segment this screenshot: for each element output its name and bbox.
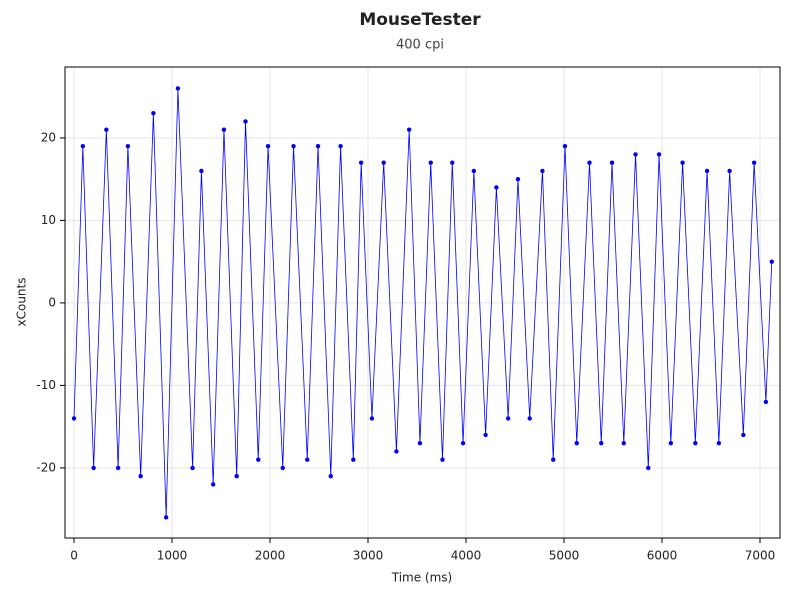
data-point <box>406 127 412 132</box>
data-point <box>280 465 285 471</box>
data-point <box>234 473 239 479</box>
x-tick-label: 0 <box>70 549 78 563</box>
y-tick-label: -10 <box>36 378 56 392</box>
data-point <box>265 143 271 149</box>
data-point <box>104 127 109 132</box>
data-point <box>727 168 732 174</box>
data-point <box>505 416 511 421</box>
data-point <box>656 152 662 157</box>
data-point <box>291 143 296 149</box>
x-tick-label: 1000 <box>157 549 188 563</box>
data-point <box>175 86 181 91</box>
data-point <box>609 160 615 165</box>
data-point <box>527 416 532 421</box>
data-point <box>704 168 710 174</box>
data-point <box>540 168 545 174</box>
data-point <box>551 457 556 462</box>
x-tick-label: 5000 <box>549 549 580 563</box>
data-point <box>680 160 685 165</box>
data-point <box>668 440 674 446</box>
data-point <box>338 143 343 149</box>
x-tick-label: 7000 <box>745 549 776 563</box>
data-point <box>621 440 626 446</box>
data-point <box>450 160 455 165</box>
data-point <box>91 465 96 471</box>
data-point <box>428 160 433 165</box>
data-point <box>587 160 592 165</box>
chart-title: MouseTester <box>359 10 481 30</box>
data-point <box>351 457 356 462</box>
data-point <box>460 440 466 446</box>
x-axis-label: Time (ms) <box>391 571 453 585</box>
data-point <box>151 110 156 116</box>
data-point <box>115 465 121 471</box>
data-point <box>163 515 169 520</box>
data-point <box>574 440 579 446</box>
data-point <box>369 416 375 421</box>
data-point <box>440 457 445 462</box>
y-axis-label: xCounts <box>15 278 29 327</box>
chart-subtitle: 400 cpi <box>396 38 444 53</box>
data-point <box>80 143 86 149</box>
data-point <box>243 119 248 124</box>
x-tick-label: 2000 <box>255 549 286 563</box>
data-point <box>381 160 386 165</box>
x-tick-label: 6000 <box>647 549 678 563</box>
data-point <box>716 440 722 446</box>
data-point <box>315 143 321 149</box>
data-point <box>751 160 757 165</box>
data-point <box>256 457 261 462</box>
y-tick-label: 0 <box>48 295 56 309</box>
data-point <box>305 457 310 462</box>
data-point <box>741 432 746 438</box>
data-point <box>221 127 227 132</box>
data-point <box>646 465 651 471</box>
data-point <box>599 440 604 446</box>
data-point <box>633 152 638 157</box>
data-point <box>769 259 774 264</box>
data-point <box>199 168 204 174</box>
data-point <box>358 160 364 165</box>
data-point <box>515 176 521 182</box>
x-tick-label: 4000 <box>451 549 482 563</box>
series-line <box>73 88 773 518</box>
data-point <box>328 473 333 479</box>
data-point <box>471 168 477 174</box>
data-point <box>417 440 423 446</box>
data-point <box>693 440 698 446</box>
data-point <box>394 449 399 454</box>
data-point <box>483 432 488 438</box>
x-tick-label: 3000 <box>353 549 384 563</box>
data-point <box>190 465 195 471</box>
data-point <box>494 185 499 190</box>
data-point <box>71 416 77 421</box>
data-point <box>763 399 769 405</box>
y-tick-label: -20 <box>36 460 56 474</box>
plot-frame <box>64 66 781 539</box>
y-tick-label: 10 <box>41 213 56 227</box>
y-tick-label: 20 <box>41 130 56 144</box>
data-point <box>210 482 216 487</box>
data-point <box>562 143 568 149</box>
data-point <box>138 473 143 479</box>
data-point <box>125 143 131 149</box>
